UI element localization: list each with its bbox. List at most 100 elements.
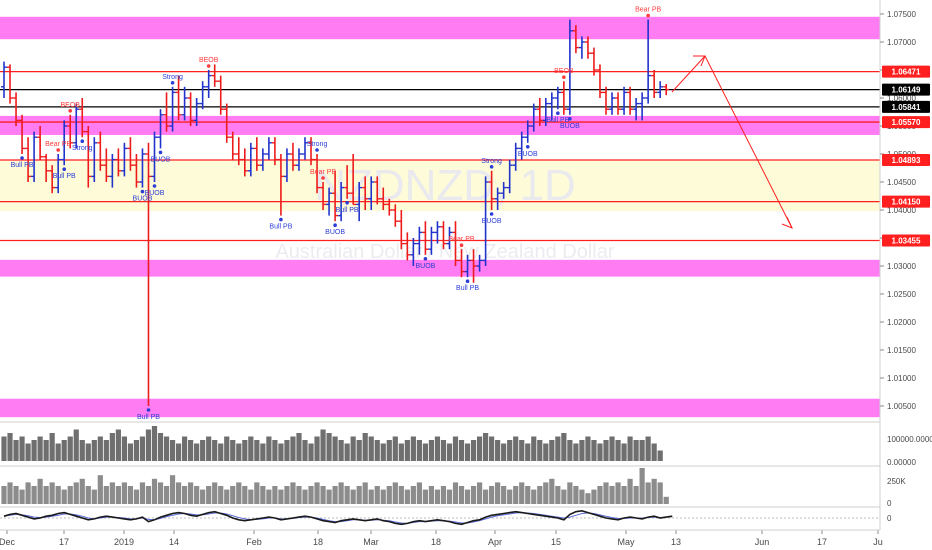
candle[interactable] [271, 137, 278, 166]
candle[interactable] [139, 148, 146, 188]
candle[interactable] [49, 165, 56, 194]
candle[interactable] [151, 131, 158, 182]
candle[interactable] [97, 131, 104, 171]
candle[interactable] [603, 86, 609, 115]
candle[interactable] [633, 98, 640, 121]
candle[interactable] [332, 170, 339, 222]
candle[interactable] [259, 148, 266, 171]
candle[interactable] [488, 170, 495, 210]
candle[interactable] [163, 92, 170, 132]
candle[interactable] [621, 86, 628, 115]
candle[interactable] [320, 182, 327, 210]
candle[interactable] [627, 86, 634, 115]
candle[interactable] [314, 154, 321, 194]
candles-layer[interactable] [1, 19, 670, 406]
candle[interactable] [247, 142, 254, 177]
candle[interactable] [103, 148, 110, 182]
candle[interactable] [211, 64, 218, 87]
candle[interactable] [446, 226, 453, 250]
candle[interactable] [512, 142, 519, 171]
candle[interactable] [31, 131, 38, 182]
candle[interactable] [464, 254, 471, 278]
candle[interactable] [651, 70, 658, 98]
candle[interactable] [392, 204, 399, 227]
candle[interactable] [73, 103, 80, 149]
candle[interactable] [470, 249, 477, 283]
candle[interactable] [506, 159, 513, 194]
candle[interactable] [133, 154, 140, 188]
candle[interactable] [326, 187, 333, 216]
candle[interactable] [253, 137, 260, 171]
candle[interactable] [416, 226, 423, 255]
candle[interactable] [235, 137, 242, 166]
candle[interactable] [476, 254, 483, 272]
candle[interactable] [374, 176, 381, 205]
candle[interactable] [524, 120, 531, 143]
candle[interactable] [145, 142, 152, 406]
candle[interactable] [344, 165, 351, 199]
candle[interactable] [645, 19, 652, 104]
candle[interactable] [217, 75, 224, 115]
candle[interactable] [530, 103, 537, 132]
candle[interactable] [265, 137, 272, 160]
oscillator-pane[interactable]: 0 [0, 509, 892, 526]
candle[interactable] [205, 70, 212, 98]
candle[interactable] [566, 19, 573, 115]
candle[interactable] [1, 61, 7, 98]
candle[interactable] [639, 92, 646, 121]
candle[interactable] [434, 221, 441, 244]
candle[interactable] [13, 92, 20, 126]
candle[interactable] [121, 142, 128, 177]
candle[interactable] [572, 25, 579, 54]
candle[interactable] [536, 98, 543, 126]
candle[interactable] [518, 131, 525, 160]
candle[interactable] [7, 64, 14, 104]
candle[interactable] [350, 154, 357, 206]
candle[interactable] [127, 137, 134, 171]
time-axis[interactable]: Dec 17 2019 14 Feb 18 Mar 18 Apr 15 May 13 Jun 17 Ju [0, 530, 883, 547]
candle[interactable] [283, 148, 290, 182]
candle[interactable] [368, 176, 375, 210]
candle[interactable] [37, 126, 44, 160]
candle[interactable] [663, 84, 670, 96]
candle[interactable] [560, 81, 567, 115]
candle[interactable] [609, 92, 616, 115]
candle[interactable] [338, 182, 345, 222]
candle[interactable] [61, 120, 68, 166]
candle[interactable] [596, 64, 603, 98]
candle[interactable] [19, 114, 26, 154]
candle[interactable] [404, 232, 411, 261]
candle[interactable] [302, 137, 308, 160]
candle[interactable] [584, 36, 591, 59]
volume-pane-2[interactable]: 250K 0 [1, 468, 906, 508]
candle[interactable] [187, 92, 194, 126]
candle[interactable] [482, 176, 489, 266]
candle[interactable] [157, 109, 164, 149]
candle[interactable] [223, 103, 230, 143]
candle[interactable] [308, 137, 315, 166]
candle[interactable] [115, 148, 122, 177]
candle[interactable] [79, 98, 86, 138]
candle[interactable] [657, 81, 664, 98]
candle[interactable] [91, 137, 98, 182]
candle[interactable] [590, 47, 597, 76]
candle[interactable] [85, 126, 92, 188]
candle[interactable] [440, 221, 447, 250]
candle[interactable] [398, 210, 405, 250]
candle[interactable] [578, 36, 585, 59]
candle[interactable] [229, 131, 236, 160]
candle[interactable] [356, 182, 363, 222]
candle[interactable] [199, 81, 206, 110]
candle[interactable] [380, 187, 387, 210]
candle[interactable] [295, 148, 302, 171]
candle[interactable] [25, 137, 32, 182]
candle[interactable] [452, 221, 459, 266]
candle[interactable] [181, 86, 188, 121]
candle[interactable] [55, 154, 62, 194]
candle[interactable] [277, 154, 284, 216]
candle[interactable] [548, 92, 555, 121]
candle[interactable] [289, 142, 296, 171]
candle[interactable] [67, 114, 74, 149]
candle[interactable] [386, 198, 393, 216]
